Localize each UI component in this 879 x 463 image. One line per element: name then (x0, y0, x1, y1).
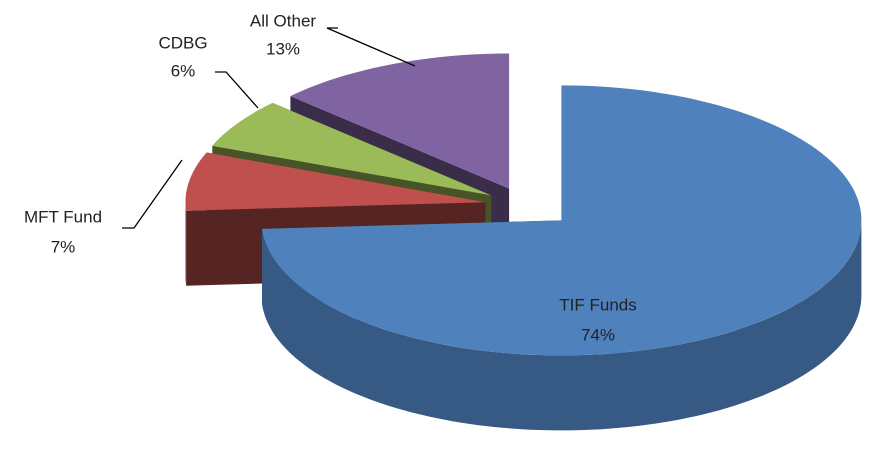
slice-label: TIF Funds (559, 295, 636, 314)
slice (185, 152, 486, 211)
slices (185, 53, 862, 431)
slice-label: CDBG (158, 33, 207, 52)
leader-line (122, 159, 183, 229)
slice-value-label: 74% (581, 325, 615, 344)
slice-label: All Other (250, 11, 316, 30)
slice (262, 85, 862, 356)
slice-value-label: 13% (266, 39, 300, 58)
slice-label: MFT Fund (24, 207, 102, 226)
slice-value-label: 7% (51, 237, 76, 256)
slice (212, 102, 492, 196)
slice-value-label: 6% (171, 61, 196, 80)
leader-line (326, 27, 416, 67)
leader-line (215, 71, 259, 109)
slice-side (262, 220, 862, 431)
slice (290, 53, 510, 189)
slice-side (185, 202, 187, 286)
